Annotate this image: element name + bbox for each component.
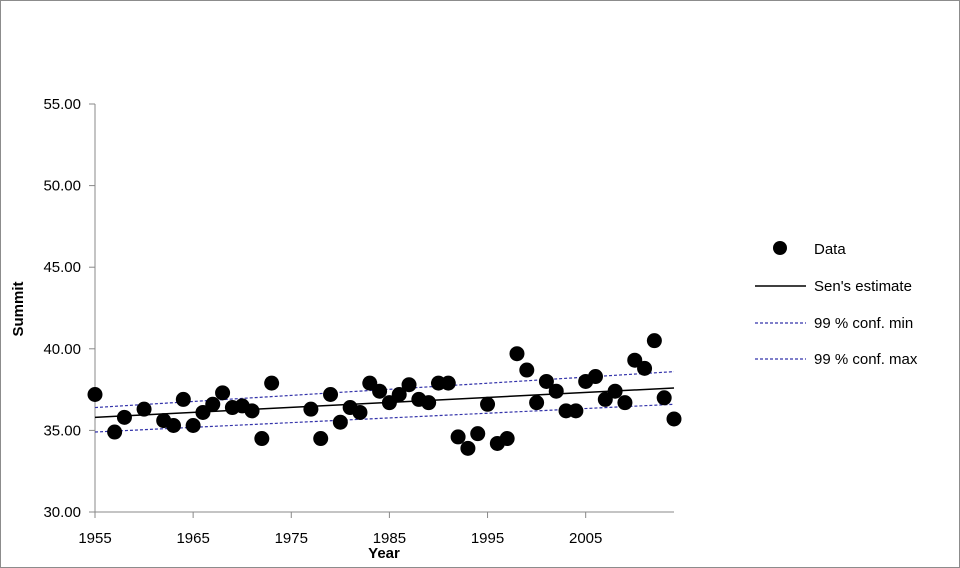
x-tick-label: 1965: [176, 530, 209, 547]
data-point: [538, 373, 554, 389]
data-point: [107, 424, 123, 440]
y-axis-title: Summit: [10, 281, 27, 336]
x-tick-label: 2005: [569, 530, 602, 547]
data-point: [401, 377, 417, 393]
x-axis-title: Year: [368, 545, 400, 562]
data-point: [568, 403, 584, 419]
data-point: [136, 401, 152, 417]
y-tick-label: 55.00: [43, 96, 81, 113]
data-point: [185, 418, 201, 434]
data-point: [617, 395, 633, 411]
data-point: [440, 375, 456, 391]
data-point: [460, 440, 476, 456]
data-point: [656, 390, 672, 406]
legend-item-data: Data: [773, 241, 846, 258]
data-point: [323, 386, 339, 402]
data-points: [87, 333, 682, 456]
data-point: [529, 395, 545, 411]
legend-label-sens-estimate: Sen's estimate: [814, 278, 912, 295]
data-point: [470, 426, 486, 442]
data-point: [254, 431, 270, 447]
data-point: [666, 411, 682, 427]
legend-item-conf-max: 99 % conf. max: [755, 351, 918, 368]
series-line-2: [94, 403, 675, 433]
data-point: [548, 383, 564, 399]
data-point: [116, 409, 132, 425]
data-point: [480, 396, 496, 412]
data-point: [244, 403, 260, 419]
data-point: [450, 429, 466, 445]
y-tick-label: 40.00: [43, 341, 81, 358]
x-tick-label: 1985: [373, 530, 406, 547]
data-point: [87, 386, 103, 402]
y-tick-label: 45.00: [43, 259, 81, 276]
data-point: [391, 386, 407, 402]
data-point: [519, 362, 535, 378]
y-tick-label: 35.00: [43, 422, 81, 439]
data-point: [215, 385, 231, 401]
data-point: [303, 401, 319, 417]
legend-item-sens-estimate: Sen's estimate: [755, 278, 912, 295]
data-point: [607, 383, 623, 399]
legend-label-conf-min: 99 % conf. min: [814, 315, 913, 332]
data-point: [264, 375, 280, 391]
data-point: [313, 431, 329, 447]
data-point: [332, 414, 348, 430]
x-tick-label: 1975: [275, 530, 308, 547]
data-point: [175, 391, 191, 407]
x-axis: 1955 1965 1975 1985 1995 2005: [78, 511, 674, 547]
x-tick-label: 1995: [471, 530, 504, 547]
data-point: [509, 346, 525, 362]
data-point: [166, 418, 182, 434]
legend-label-conf-max: 99 % conf. max: [814, 351, 918, 368]
y-tick-label: 50.00: [43, 178, 81, 195]
data-point: [205, 396, 221, 412]
data-point: [646, 333, 662, 349]
legend-label-data: Data: [814, 241, 846, 258]
y-tick-label: 30.00: [43, 504, 81, 521]
data-point: [587, 369, 603, 385]
y-axis: 30.00 35.00 40.00 45.00 50.00 55.00: [43, 96, 96, 521]
data-point: [421, 395, 437, 411]
data-point: [499, 431, 515, 447]
data-point: [637, 360, 653, 376]
data-point: [352, 404, 368, 420]
legend-marker-data: [773, 241, 787, 255]
legend: Data Sen's estimate 99 % conf. min 99 % …: [755, 241, 918, 368]
legend-item-conf-min: 99 % conf. min: [755, 315, 913, 332]
data-point: [372, 383, 388, 399]
x-tick-label: 1955: [78, 530, 111, 547]
